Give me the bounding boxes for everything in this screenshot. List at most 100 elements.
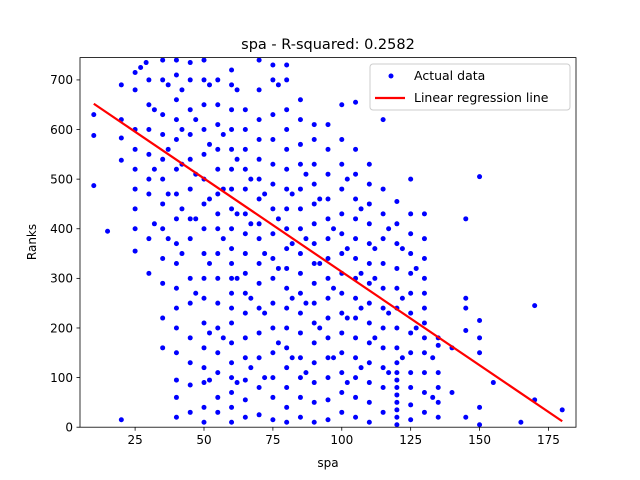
data-point xyxy=(165,82,171,88)
data-point xyxy=(160,315,166,321)
data-point xyxy=(311,136,317,142)
data-point xyxy=(229,127,235,133)
data-point xyxy=(366,181,372,187)
data-point xyxy=(421,335,427,341)
data-point xyxy=(270,417,276,423)
data-point xyxy=(311,280,317,286)
data-point xyxy=(229,375,235,381)
data-point xyxy=(311,380,317,386)
data-point xyxy=(193,290,199,296)
data-point xyxy=(173,97,179,103)
data-point xyxy=(242,310,248,316)
data-point xyxy=(256,221,262,227)
data-point xyxy=(394,370,400,376)
data-point xyxy=(297,310,303,316)
data-point xyxy=(353,146,359,152)
data-point xyxy=(256,260,262,266)
data-point xyxy=(242,146,248,152)
data-point xyxy=(151,107,157,113)
data-point xyxy=(394,221,400,227)
data-point xyxy=(344,380,350,386)
data-point xyxy=(262,191,268,197)
y-tick-label: 400 xyxy=(50,222,73,236)
data-point xyxy=(215,300,221,306)
marks-layer xyxy=(91,57,565,428)
data-point xyxy=(160,176,166,182)
data-point xyxy=(91,112,97,118)
data-point xyxy=(187,156,193,162)
data-point xyxy=(325,122,331,128)
data-point xyxy=(477,404,483,410)
data-point xyxy=(187,335,193,341)
chart-title: spa - R-squared: 0.2582 xyxy=(241,37,415,53)
data-point xyxy=(380,285,386,291)
data-point xyxy=(262,310,268,316)
data-point xyxy=(173,260,179,266)
data-point xyxy=(353,216,359,222)
data-point xyxy=(435,385,441,391)
data-point xyxy=(325,355,331,361)
data-point xyxy=(413,265,419,271)
data-point xyxy=(165,236,171,242)
data-point xyxy=(408,290,414,296)
data-point xyxy=(242,335,248,341)
y-tick-label: 200 xyxy=(50,321,73,335)
data-point xyxy=(477,174,483,180)
data-point xyxy=(256,87,262,93)
data-point xyxy=(201,251,207,257)
data-point xyxy=(229,246,235,252)
data-point xyxy=(215,226,221,232)
data-point xyxy=(118,157,124,163)
data-point xyxy=(229,186,235,192)
data-point xyxy=(394,377,400,383)
data-point xyxy=(353,315,359,321)
data-point xyxy=(207,377,213,383)
data-point xyxy=(325,375,331,381)
data-point xyxy=(413,325,419,331)
data-point xyxy=(358,270,364,276)
plot-frame xyxy=(79,57,577,428)
y-tick-label: 300 xyxy=(50,272,73,286)
data-point xyxy=(179,206,185,212)
axes-layer: 25 50 75 100 125 150 175 0 100 200 300 400 500 600 700 xyxy=(50,57,577,447)
data-point xyxy=(146,102,152,108)
data-point xyxy=(207,82,213,88)
data-point xyxy=(229,320,235,326)
data-point xyxy=(173,305,179,311)
data-point xyxy=(151,221,157,227)
data-point xyxy=(394,345,400,351)
data-point xyxy=(408,176,414,182)
data-point xyxy=(270,136,276,142)
data-point xyxy=(275,82,281,88)
legend-label-regression-line: Linear regression line xyxy=(414,90,549,105)
data-point xyxy=(132,87,138,93)
data-point xyxy=(207,141,213,147)
data-point xyxy=(339,409,345,415)
data-point xyxy=(297,206,303,212)
data-point xyxy=(160,57,166,63)
data-point xyxy=(187,236,193,242)
data-point xyxy=(160,201,166,207)
data-point xyxy=(132,69,138,75)
data-point xyxy=(380,325,386,331)
data-point xyxy=(284,62,290,68)
data-point xyxy=(380,186,386,192)
data-point xyxy=(421,275,427,281)
data-point xyxy=(179,251,185,257)
data-point xyxy=(151,166,157,172)
data-point xyxy=(463,305,469,311)
data-point xyxy=(215,102,221,108)
data-point xyxy=(289,355,295,361)
data-point xyxy=(421,370,427,376)
data-point xyxy=(297,375,303,381)
data-point xyxy=(325,397,331,403)
data-point xyxy=(179,127,185,133)
data-point xyxy=(284,345,290,351)
data-point xyxy=(394,198,400,204)
data-point xyxy=(132,146,138,152)
data-point xyxy=(358,206,364,212)
data-point xyxy=(421,305,427,311)
data-point xyxy=(132,186,138,192)
data-point xyxy=(187,60,193,66)
data-point xyxy=(408,310,414,316)
